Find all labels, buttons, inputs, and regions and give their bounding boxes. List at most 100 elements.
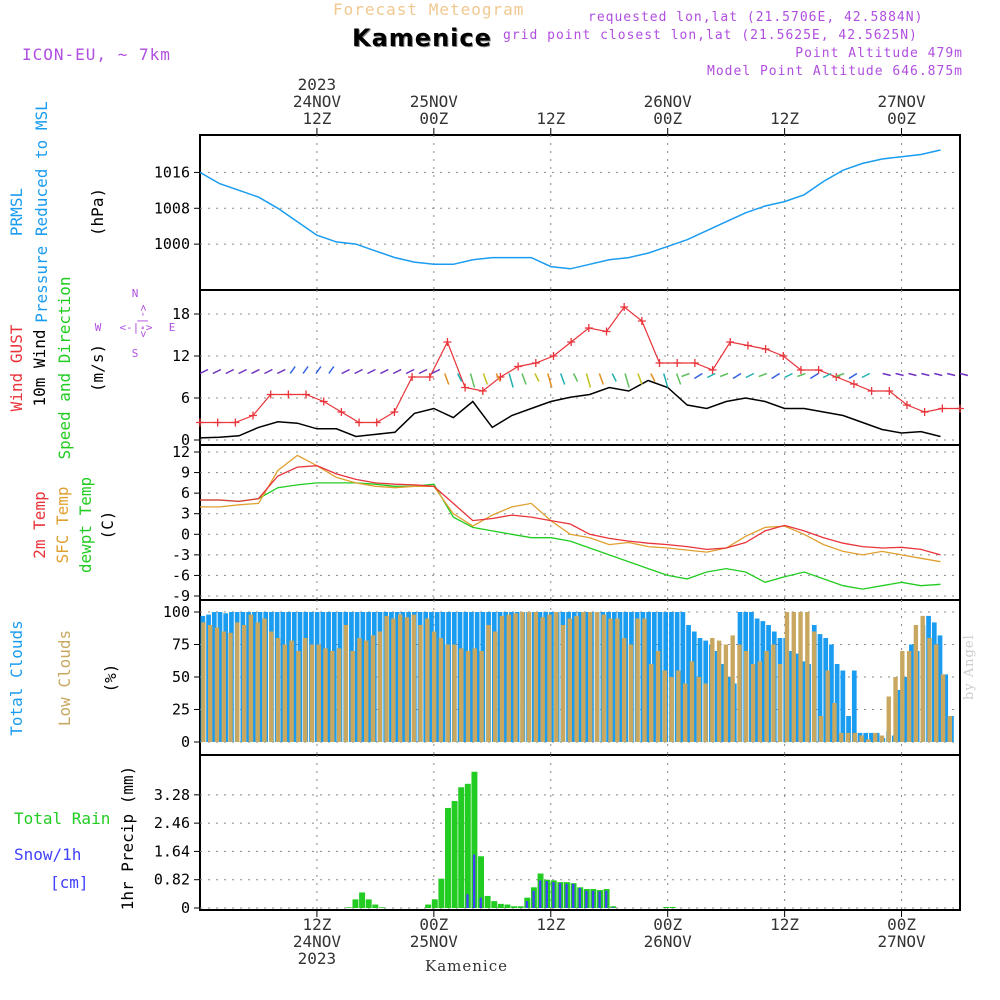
gust-marker	[196, 418, 204, 427]
low-cloud-bar	[316, 644, 321, 742]
low-cloud-bar	[777, 664, 783, 742]
low-cloud-bar	[275, 638, 281, 742]
low-cloud-bar	[621, 638, 627, 742]
low-cloud-bar	[207, 625, 213, 742]
gust-marker	[849, 380, 858, 388]
total-cloud-bar	[509, 612, 514, 742]
low-cloud-bar	[560, 625, 566, 742]
low-cloud-bar	[255, 622, 260, 742]
low-cloud-bar	[696, 677, 701, 742]
gust-marker	[302, 390, 311, 399]
snow-bar	[479, 897, 482, 908]
pressure-label: Pressure Reduced to MSL	[32, 101, 51, 323]
total-cloud-bar	[354, 612, 360, 742]
point-altitude: Point Altitude 479m	[795, 46, 963, 61]
low-cloud-bar	[682, 683, 688, 742]
top-time-label: 26NOV	[644, 92, 693, 111]
bottom-time-label: 00Z	[419, 915, 448, 934]
top-time-label: 00Z	[419, 109, 448, 128]
low-cloud-bar	[716, 640, 722, 742]
low-cloud-bar	[615, 618, 620, 742]
total-cloud-bar	[909, 644, 914, 742]
top-time-label: 00Z	[653, 109, 682, 128]
y-tick-label: -3	[172, 546, 190, 564]
total-clouds-label: Total Clouds	[7, 620, 26, 736]
total-cloud-bar	[257, 612, 263, 742]
wind-direction-arrow	[251, 368, 260, 375]
wind-direction-arrow	[444, 373, 450, 385]
y-tick-label: 1016	[154, 163, 190, 181]
rain-bar	[511, 906, 518, 908]
low-cloud-bar	[472, 648, 478, 742]
wind-direction-arrow	[745, 372, 755, 379]
gust-marker	[408, 373, 417, 381]
rain-bar	[352, 899, 359, 908]
footer-location: Kamenice	[425, 957, 508, 975]
low-cloud-bar	[296, 651, 301, 742]
low-cloud-bar	[336, 648, 342, 742]
rain-bar	[365, 899, 372, 908]
wind-direction-arrow	[456, 373, 463, 382]
low-cloud-bar	[343, 625, 349, 742]
rain-bar	[504, 904, 511, 908]
model-label: ICON-EU, ~ 7km	[22, 45, 171, 64]
total-rain-label: Total Rain	[14, 809, 110, 828]
low-cloud-bar	[574, 615, 579, 742]
wind-speed-line	[199, 379, 941, 439]
wind-direction-arrow	[547, 373, 553, 388]
wind-direction-arrow	[598, 373, 605, 385]
snow-bar	[472, 854, 476, 908]
bottom-time-label: 26NOV	[644, 932, 693, 951]
gust-marker	[673, 359, 682, 367]
rain-bar	[663, 906, 670, 908]
low-cloud-bar	[526, 612, 532, 742]
precip-unit-label: 1hr Precip (mm)	[118, 766, 137, 911]
total-cloud-bar	[577, 612, 583, 742]
low-cloud-bar	[879, 735, 885, 742]
total-cloud-bar	[434, 612, 440, 742]
low-cloud-bar	[377, 631, 383, 742]
low-cloud-bar	[872, 732, 878, 742]
bottom-time-label: 27NOV	[877, 932, 926, 951]
wind-direction-arrow	[341, 368, 351, 375]
wind-direction-arrow	[784, 372, 793, 379]
low-cloud-bar	[676, 670, 681, 742]
rain-bar	[484, 895, 491, 908]
rain-bar	[445, 807, 451, 908]
low-cloud-bar	[832, 703, 837, 742]
low-cloud-bar	[927, 638, 932, 742]
top-time-label: 12Z	[302, 109, 331, 128]
top-time-label: 12Z	[770, 109, 799, 128]
low-cloud-bar	[506, 614, 511, 742]
low-cloud-bar	[364, 640, 369, 742]
low-cloud-bar	[845, 732, 851, 742]
low-cloud-bar	[397, 614, 403, 742]
low-cloud-bar	[737, 644, 742, 742]
low-cloud-bar	[235, 622, 240, 742]
low-cloud-bar	[289, 640, 294, 742]
gust-marker	[761, 345, 770, 353]
gust-marker	[779, 352, 788, 360]
dewpoint-line	[200, 482, 941, 590]
total-cloud-bar	[869, 732, 874, 742]
total-cloud-bar	[503, 612, 509, 742]
snow-bar	[591, 890, 595, 908]
low-cloud-bar	[431, 631, 437, 742]
rain-bar	[431, 899, 438, 908]
total-cloud-bar	[651, 612, 657, 742]
total-cloud-bar	[291, 612, 297, 742]
low-cloud-bar	[655, 651, 661, 742]
low-cloud-bar	[214, 627, 220, 742]
gust-marker	[319, 397, 328, 406]
total-cloud-bar	[840, 670, 846, 742]
compass-horizontal-arrows: <-|->	[119, 321, 152, 334]
y-tick-label: 1000	[154, 235, 190, 253]
low-cloud-bar	[262, 618, 267, 742]
low-cloud-bar	[811, 631, 817, 742]
wind-direction-arrow	[482, 373, 489, 385]
low-cloud-bar	[934, 644, 939, 742]
low-cloud-bar	[689, 661, 695, 742]
y-tick-label: 6	[181, 484, 190, 502]
low-cloud-bar	[744, 651, 749, 742]
